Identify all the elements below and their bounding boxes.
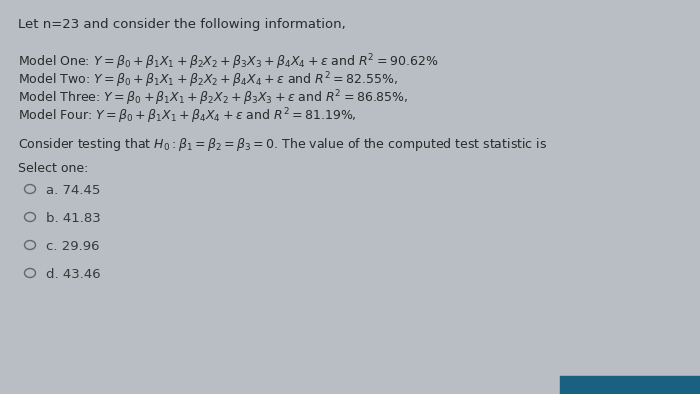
Text: Model One: $Y = \beta_0 + \beta_1 X_1 + \beta_2 X_2 + \beta_3 X_3 + \beta_4 X_4 : Model One: $Y = \beta_0 + \beta_1 X_1 + … (18, 52, 438, 72)
Text: Model Four: $Y = \beta_0 + \beta_1 X_1 + \beta_4 X_4 + \epsilon$ and $R^2 = 81.1: Model Four: $Y = \beta_0 + \beta_1 X_1 +… (18, 106, 357, 126)
Text: d. 43.46: d. 43.46 (46, 268, 101, 281)
Bar (560, 376, 700, 394)
Text: Consider testing that $H_0 : \beta_1 = \beta_2 = \beta_3 = 0$. The value of the : Consider testing that $H_0 : \beta_1 = \… (18, 136, 547, 153)
Text: Let n=23 and consider the following information,: Let n=23 and consider the following info… (18, 18, 346, 31)
Text: c. 29.96: c. 29.96 (46, 240, 99, 253)
Text: Select one:: Select one: (18, 162, 88, 175)
Text: Model Two: $Y = \beta_0 + \beta_1 X_1 + \beta_2 X_2 + \beta_4 X_4 + \epsilon$ an: Model Two: $Y = \beta_0 + \beta_1 X_1 + … (18, 70, 398, 89)
Text: Model Three: $Y = \beta_0 + \beta_1 X_1 + \beta_2 X_2 + \beta_3 X_3 + \epsilon$ : Model Three: $Y = \beta_0 + \beta_1 X_1 … (18, 88, 408, 108)
Text: b. 41.83: b. 41.83 (46, 212, 101, 225)
Text: a. 74.45: a. 74.45 (46, 184, 100, 197)
